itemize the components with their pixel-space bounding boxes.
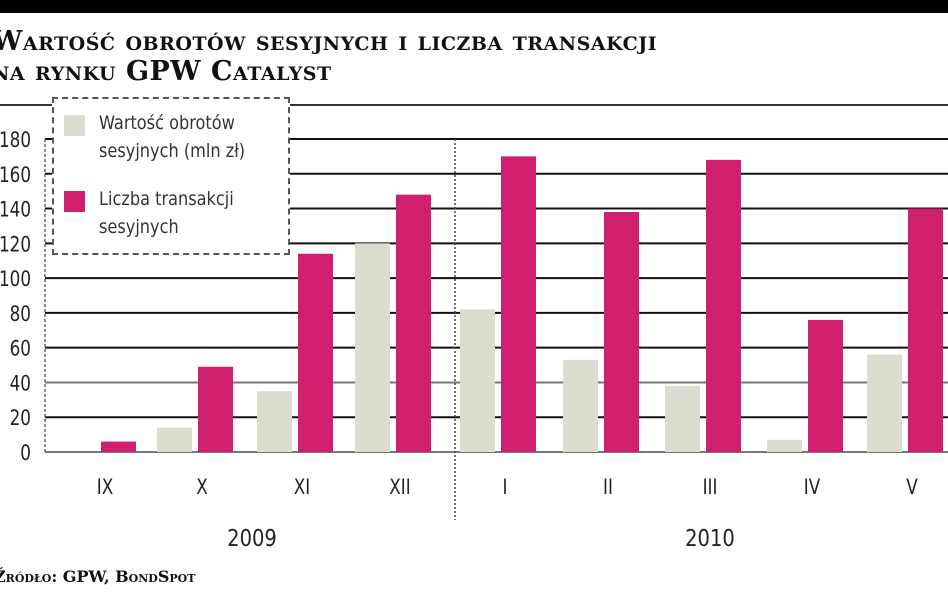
bar-value	[867, 354, 902, 452]
bar-count	[198, 366, 233, 452]
x-tick-label: XII	[389, 475, 410, 499]
bar-value	[665, 385, 700, 452]
bar-value	[767, 439, 802, 452]
x-tick-label: II	[603, 475, 613, 499]
year-label: 2009	[227, 526, 277, 553]
legend-item-count: Liczba transakcji sesyjnych	[64, 185, 309, 241]
x-tick-label: XI	[294, 475, 310, 499]
chart-title-line-1: Wartość obrotów sesyjnych i liczba trans…	[0, 26, 658, 57]
legend-label: Wartość obrotów sesyjnych (mln zł)	[99, 112, 246, 162]
chart-title-line-2: na rynku GPW Catalyst	[0, 56, 332, 87]
y-tick-label: 100	[0, 267, 31, 291]
legend-label: Liczba transakcji sesyjnych	[99, 188, 234, 238]
bar-value	[355, 243, 390, 452]
bar-value	[460, 309, 495, 452]
y-tick-label: 180	[0, 128, 31, 152]
x-tick-label: V	[906, 475, 917, 499]
y-tick-label: 140	[0, 198, 31, 222]
bar-count	[706, 159, 741, 452]
bar-count	[908, 208, 943, 452]
bar-count	[101, 441, 136, 452]
y-tick-label: 160	[0, 163, 31, 187]
x-tick-label: III	[703, 475, 718, 499]
bar-value	[257, 391, 292, 452]
top-bar	[0, 0, 948, 13]
x-tick-label: IV	[804, 475, 820, 499]
legend-item-value: Wartość obrotów sesyjnych (mln zł)	[64, 109, 329, 165]
y-tick-label: 120	[0, 233, 31, 257]
x-tick-label: X	[196, 475, 208, 499]
bar-count	[604, 212, 639, 452]
y-tick-label: 60	[10, 337, 31, 361]
x-tick-label: I	[503, 475, 508, 499]
bar-value	[157, 427, 192, 452]
bar-count	[808, 319, 843, 452]
source-note: Źródło: GPW, BondSpot	[0, 567, 196, 586]
x-tick-label: IX	[97, 475, 113, 499]
legend-swatch-gray	[64, 115, 85, 136]
bar-count	[501, 156, 536, 452]
bar-count	[298, 253, 333, 452]
y-tick-label: 80	[10, 302, 31, 326]
y-tick-label: 20	[10, 406, 31, 430]
bar-value	[563, 359, 598, 452]
year-label: 2010	[685, 526, 735, 553]
legend-swatch-magenta	[64, 191, 85, 212]
y-tick-label: 40	[10, 372, 31, 396]
bar-count	[396, 194, 431, 452]
legend: Wartość obrotów sesyjnych (mln zł) Liczb…	[52, 97, 290, 255]
y-tick-label: 0	[20, 441, 31, 465]
